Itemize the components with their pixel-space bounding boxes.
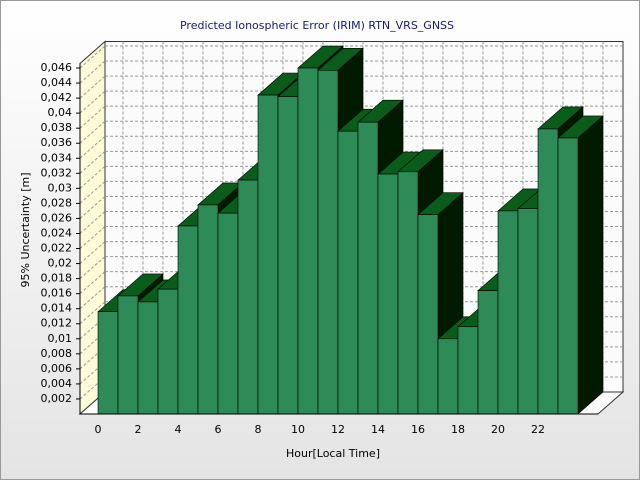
y-tick-label: 0,024 (41, 226, 73, 239)
bar-front (537, 128, 559, 415)
x-tick-label: 20 (491, 423, 505, 436)
plot-area: 0,002 0,004 0,006 0,008 0,01 0,012 0,014 0,016 0… (41, 40, 625, 436)
x-tick-label: 10 (291, 423, 305, 436)
bar-front (217, 212, 239, 415)
grid-line (79, 286, 106, 310)
bar-front (137, 301, 159, 415)
bar-front (557, 137, 579, 415)
y-tick-label: 0,002 (41, 392, 73, 405)
x-tick-label: 22 (531, 423, 545, 436)
x-tick-label: 14 (371, 423, 385, 436)
bar-front (117, 295, 139, 415)
bar-front (157, 288, 179, 415)
x-axis-label: Hour[Local Time] (286, 447, 380, 460)
grid-line (79, 226, 106, 249)
bar-front (477, 290, 499, 415)
x-tick-label: 2 (135, 423, 142, 436)
bar-front (257, 94, 279, 415)
bar-front (457, 326, 479, 415)
bar-front (437, 338, 459, 415)
grid-line (79, 45, 106, 69)
y-tick-label: 0,008 (41, 347, 73, 360)
grid-line (79, 105, 106, 129)
y-tick-label: 0,004 (41, 377, 73, 390)
y-tick-label: 0,016 (41, 287, 73, 300)
bar-front (517, 208, 539, 415)
bar-side (577, 115, 604, 415)
y-tick-label: 0,03 (48, 181, 73, 194)
grid-line (79, 60, 106, 84)
y-tick-label: 0,028 (41, 196, 73, 209)
y-tick-label: 0,04 (48, 106, 73, 119)
x-tick-label: 12 (331, 423, 345, 436)
bar-front (237, 179, 259, 415)
grid-line (79, 211, 106, 234)
grid-line (79, 75, 106, 99)
y-axis-label: 95% Uncertainty [m] (19, 172, 32, 287)
y-tick-label: 0,026 (41, 211, 73, 224)
bar (557, 115, 604, 415)
grid-line (79, 271, 106, 295)
x-tick-label: 6 (215, 423, 222, 436)
bar-front (397, 171, 419, 415)
bar-front (377, 173, 399, 415)
grid-line (79, 135, 106, 159)
x-tick-label: 8 (255, 423, 262, 436)
y-tick-label: 0,032 (41, 166, 73, 179)
bar-front (357, 121, 379, 415)
grid-line (79, 181, 106, 204)
bar-front (497, 210, 519, 415)
bar-front (417, 214, 439, 415)
y-tick-label: 0,006 (41, 362, 73, 375)
chart-title: Predicted Ionospheric Error (IRIM) RTN_V… (180, 19, 454, 32)
y-tick-label: 0,046 (41, 61, 73, 74)
grid-line (79, 165, 106, 189)
y-tick-label: 0,018 (41, 272, 73, 285)
bar-front (97, 311, 119, 415)
grid-line (79, 301, 106, 325)
grid-line (79, 241, 106, 264)
y-tick-label: 0,044 (41, 76, 73, 89)
grid-line (79, 90, 106, 114)
y-tick-label: 0,01 (48, 332, 73, 345)
y-tick-label: 0,036 (41, 136, 73, 149)
x-tick-label: 18 (451, 423, 465, 436)
grid-line (79, 256, 106, 279)
x-tick-label: 0 (95, 423, 102, 436)
grid-line (79, 150, 106, 174)
bar-front (197, 204, 219, 415)
bar-front (337, 130, 359, 415)
y-tick-label: 0,042 (41, 91, 73, 104)
bar-front (317, 69, 339, 415)
x-tick-label: 16 (411, 423, 425, 436)
bar-front (277, 96, 299, 415)
y-tick-label: 0,02 (48, 257, 73, 270)
bar-front (297, 67, 319, 415)
grid-line (79, 196, 106, 219)
x-tick-label: 4 (175, 423, 182, 436)
y-tick-label: 0,038 (41, 121, 73, 134)
y-tick-label: 0,014 (41, 302, 73, 315)
y-tick-label: 0,022 (41, 242, 73, 255)
bar-front (177, 225, 199, 415)
y-tick-label: 0,034 (41, 151, 73, 164)
grid-line (79, 120, 106, 144)
y-tick-label: 0,012 (41, 317, 73, 330)
